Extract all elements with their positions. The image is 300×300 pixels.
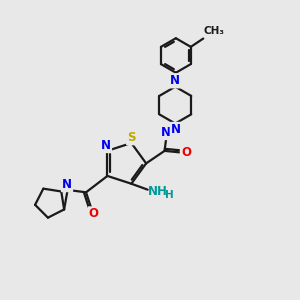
Text: H: H: [165, 190, 173, 200]
Text: O: O: [89, 208, 99, 220]
Text: N: N: [161, 126, 171, 139]
Text: S: S: [127, 131, 136, 144]
Text: N: N: [171, 123, 181, 136]
Text: NH: NH: [148, 185, 168, 198]
Text: N: N: [62, 178, 72, 191]
Text: CH₃: CH₃: [204, 26, 225, 36]
Text: O: O: [181, 146, 191, 159]
Text: N: N: [101, 139, 111, 152]
Text: N: N: [170, 74, 180, 87]
